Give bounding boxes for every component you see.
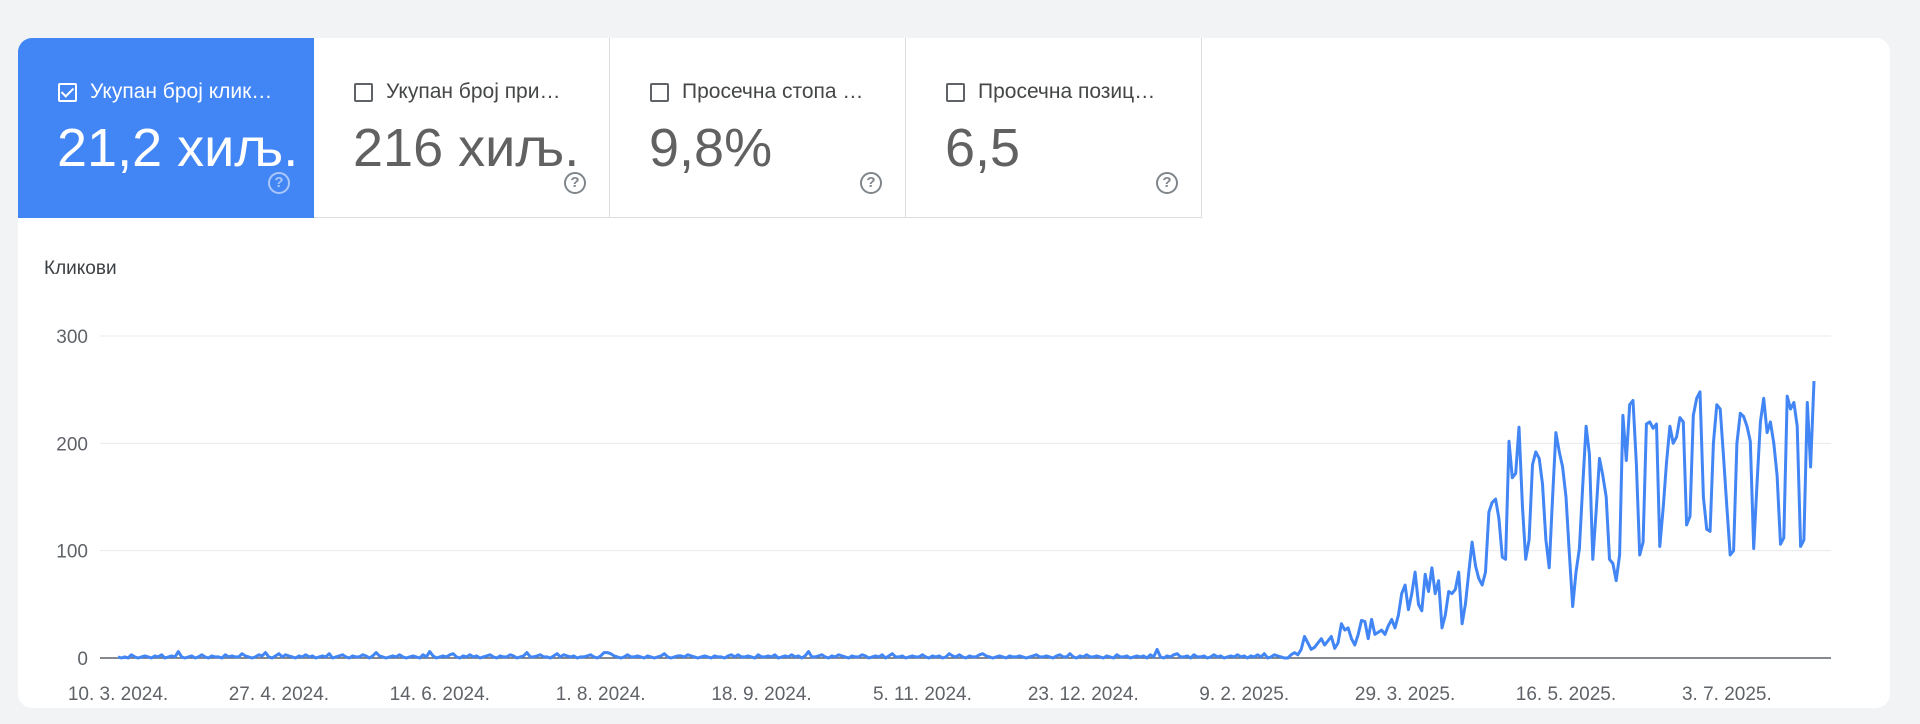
metric-label: Укупан број при… bbox=[386, 80, 561, 103]
x-tick-label: 23. 12. 2024. bbox=[1028, 684, 1139, 705]
checkbox-icon[interactable] bbox=[946, 82, 965, 102]
y-tick-label: 0 bbox=[77, 649, 88, 670]
metric-value: 9,8% bbox=[649, 118, 773, 178]
x-tick-label: 9. 2. 2025. bbox=[1199, 684, 1289, 705]
metric-label: Укупан број клик… bbox=[90, 80, 273, 103]
clicks-line-chart: Кликови 0 100 200 300 10. 3. 2024. 27. 4. 20… bbox=[44, 258, 1831, 705]
metric-label: Просечна стопа … bbox=[682, 80, 864, 103]
checkbox-checked-icon[interactable] bbox=[58, 82, 77, 102]
x-tick-label: 5. 11. 2024. bbox=[873, 684, 972, 705]
checkbox-icon[interactable] bbox=[354, 82, 373, 102]
question-circle-icon[interactable]: ? bbox=[1156, 172, 1178, 194]
x-tick-label: 10. 3. 2024. bbox=[68, 684, 168, 705]
x-tick-label: 1. 8. 2024. bbox=[556, 684, 646, 705]
metric-tab-average-position[interactable]: Просечна позиц… 6,5 ? bbox=[906, 38, 1202, 218]
metric-tab-average-ctr[interactable]: Просечна стопа … 9,8% ? bbox=[610, 38, 906, 218]
y-tick-label: 200 bbox=[56, 434, 88, 455]
x-tick-label: 16. 5. 2025. bbox=[1516, 684, 1616, 705]
x-tick-label: 27. 4. 2024. bbox=[229, 684, 329, 705]
metric-tabs: Укупан број клик… 21,2 хиљ. ? Укупан бро… bbox=[18, 38, 1202, 218]
metric-tab-total-clicks[interactable]: Укупан број клик… 21,2 хиљ. ? bbox=[18, 38, 314, 218]
question-circle-icon[interactable]: ? bbox=[268, 172, 290, 194]
y-tick-label: 100 bbox=[56, 542, 88, 563]
x-tick-label: 3. 7. 2025. bbox=[1682, 684, 1772, 705]
metric-value: 216 хиљ. bbox=[353, 118, 580, 178]
question-circle-icon[interactable]: ? bbox=[860, 172, 882, 194]
metric-value: 6,5 bbox=[945, 118, 1021, 178]
question-circle-icon[interactable]: ? bbox=[564, 172, 586, 194]
metric-label: Просечна позиц… bbox=[978, 80, 1156, 103]
x-tick-label: 18. 9. 2024. bbox=[711, 684, 811, 705]
x-tick-label: 14. 6. 2024. bbox=[390, 684, 490, 705]
y-tick-label: 300 bbox=[56, 327, 88, 348]
metric-tab-total-impressions[interactable]: Укупан број при… 216 хиљ. ? bbox=[314, 38, 610, 218]
y-axis-title: Кликови bbox=[44, 258, 117, 279]
performance-card: Укупан број клик… 21,2 хиљ. ? Укупан бро… bbox=[18, 38, 1890, 708]
checkbox-icon[interactable] bbox=[650, 82, 669, 102]
clicks-series-line bbox=[117, 381, 1816, 660]
metric-value: 21,2 хиљ. bbox=[57, 118, 299, 178]
x-tick-label: 29. 3. 2025. bbox=[1355, 684, 1455, 705]
